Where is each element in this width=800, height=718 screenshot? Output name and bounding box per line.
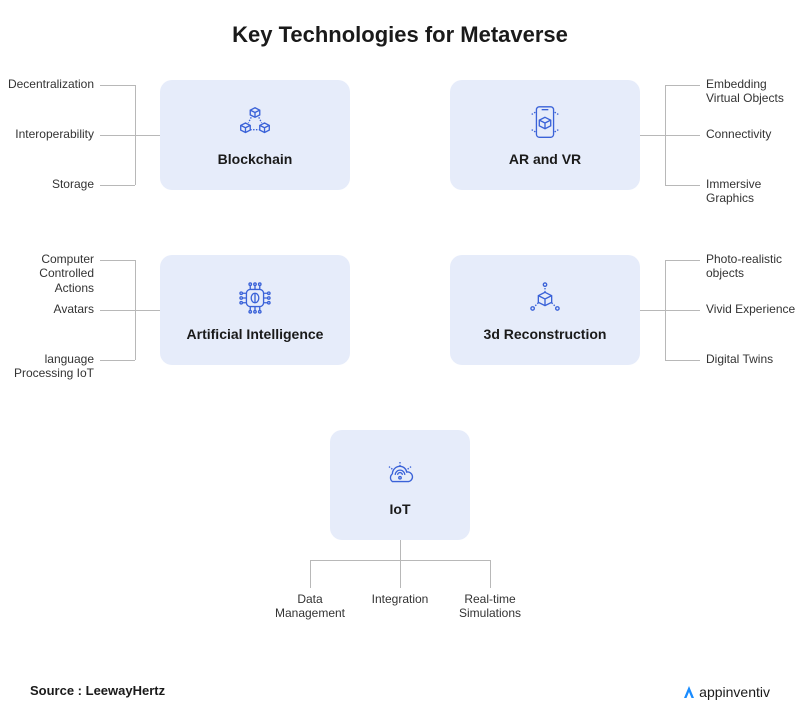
connector — [665, 85, 700, 86]
feature-label: language Processing IoT — [14, 352, 94, 381]
connector — [135, 260, 136, 360]
card-ai: Artificial Intelligence — [160, 255, 350, 365]
reconstruction-icon — [525, 278, 565, 318]
feature-label: Connectivity — [706, 127, 771, 141]
connector — [490, 560, 491, 588]
connector — [310, 560, 311, 588]
connector — [665, 185, 700, 186]
connector — [640, 310, 665, 311]
connector — [665, 260, 700, 261]
brand-name: appinventiv — [699, 684, 770, 700]
connector — [100, 185, 135, 186]
connector — [640, 135, 665, 136]
arvr-icon — [525, 103, 565, 143]
feature-label: Decentralization — [8, 77, 94, 91]
card-recon: 3d Reconstruction — [450, 255, 640, 365]
card-label: 3d Reconstruction — [484, 326, 607, 342]
feature-label: Interoperability — [15, 127, 94, 141]
feature-label: Computer Controlled Actions — [0, 252, 94, 295]
page-title: Key Technologies for Metaverse — [0, 0, 800, 48]
connector — [100, 135, 135, 136]
feature-label: Digital Twins — [706, 352, 773, 366]
connector — [135, 135, 160, 136]
connector — [665, 310, 700, 311]
iot-icon — [380, 453, 420, 493]
card-label: IoT — [390, 501, 411, 517]
feature-label: Vivid Experience — [706, 302, 795, 316]
source-attribution: Source : LeewayHertz — [30, 683, 165, 698]
connector — [100, 310, 135, 311]
feature-label: Storage — [52, 177, 94, 191]
connector — [100, 85, 135, 86]
connector — [400, 560, 401, 588]
connector — [135, 310, 160, 311]
connector — [400, 540, 401, 560]
feature-label: Data Management — [265, 592, 355, 621]
connector — [100, 360, 135, 361]
ai-icon — [235, 278, 275, 318]
connector — [665, 135, 700, 136]
card-blockchain: Blockchain — [160, 80, 350, 190]
feature-label: Integration — [355, 592, 445, 606]
card-label: AR and VR — [509, 151, 581, 167]
card-label: Artificial Intelligence — [187, 326, 324, 342]
connector — [135, 85, 136, 185]
blockchain-icon — [235, 103, 275, 143]
feature-label: Immersive Graphics — [706, 177, 761, 206]
card-label: Blockchain — [218, 151, 293, 167]
feature-label: Photo-realistic objects — [706, 252, 782, 281]
brand-mark-icon — [681, 684, 697, 700]
card-arvr: AR and VR — [450, 80, 640, 190]
feature-label: Embedding Virtual Objects — [706, 77, 784, 106]
connector — [100, 260, 135, 261]
brand-logo: appinventiv — [681, 684, 770, 700]
connector — [665, 360, 700, 361]
diagram-canvas: Blockchain AR and VR — [0, 60, 800, 660]
card-iot: IoT — [330, 430, 470, 540]
feature-label: Real-time Simulations — [445, 592, 535, 621]
feature-label: Avatars — [54, 302, 94, 316]
